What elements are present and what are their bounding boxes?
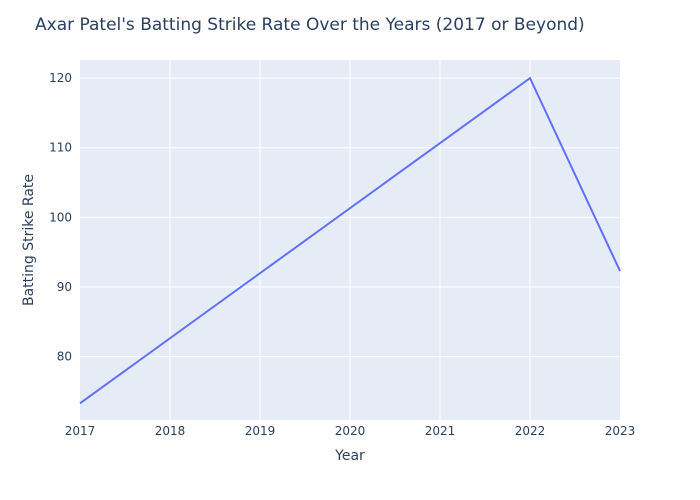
series-line-0 bbox=[79, 76, 621, 405]
x-tick-label-2019: 2019 bbox=[245, 424, 276, 438]
x-tick-label-2018: 2018 bbox=[155, 424, 186, 438]
x-tick-label-2020: 2020 bbox=[335, 424, 366, 438]
x-tick-label-2017: 2017 bbox=[65, 424, 96, 438]
y-tick-labels: 80 90 100 110 120 bbox=[49, 71, 72, 364]
x-tick-label-2021: 2021 bbox=[425, 424, 456, 438]
x-axis-title: Year bbox=[334, 448, 365, 464]
y-tick-label-100: 100 bbox=[49, 210, 72, 224]
y-tick-label-90: 90 bbox=[57, 280, 72, 294]
x-gridlines bbox=[169, 60, 531, 420]
x-tick-label-2022: 2022 bbox=[515, 424, 546, 438]
x-tick-labels: 2017 2018 2019 2020 2021 2022 2023 bbox=[65, 424, 636, 438]
y-tick-label-80: 80 bbox=[57, 350, 72, 364]
y-tick-label-110: 110 bbox=[49, 141, 72, 155]
chart-title: Axar Patel's Batting Strike Rate Over th… bbox=[35, 15, 585, 35]
x-tick-label-2023: 2023 bbox=[605, 424, 636, 438]
y-tick-label-120: 120 bbox=[49, 71, 72, 85]
y-axis-title: Batting Strike Rate bbox=[21, 174, 37, 306]
series-group bbox=[79, 76, 621, 405]
